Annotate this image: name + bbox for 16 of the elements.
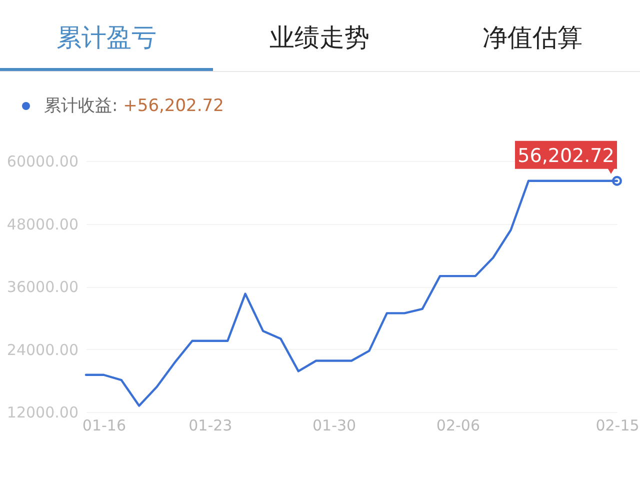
x-tick-label: 01-16 (82, 416, 126, 434)
x-tick-label: 01-23 (188, 416, 232, 434)
x-tick-label: 01-30 (312, 416, 356, 434)
y-tick-label: 12000.00 (6, 404, 78, 422)
y-tick-label: 36000.00 (6, 278, 78, 296)
y-tick-label: 24000.00 (6, 340, 78, 359)
text: 净值估算 (482, 22, 584, 54)
legend-label: 累计收益: (44, 96, 119, 116)
y-tick-label: 60000.00 (6, 152, 78, 170)
y-tick-label: 48000.00 (6, 215, 78, 234)
text: +56,202.72 (123, 96, 224, 116)
text: 业绩走势 (268, 22, 370, 54)
data-label: 56,202.72 (518, 144, 614, 167)
x-tick-label: 02-06 (436, 416, 480, 434)
text: 累计盈亏 (0, 8, 213, 71)
x-tick-label: 02-15 (596, 416, 640, 434)
